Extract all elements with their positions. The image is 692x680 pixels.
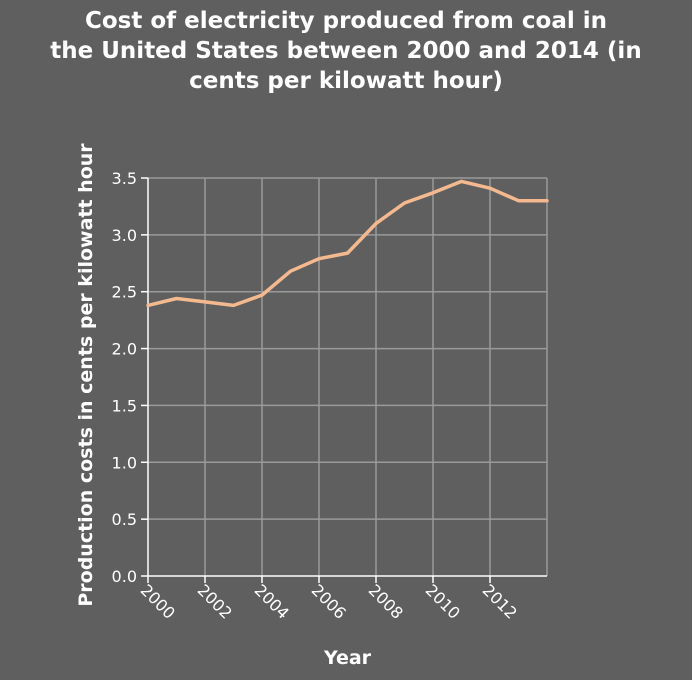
x-tick-label: 2008 bbox=[365, 581, 407, 623]
x-tick-label: 2004 bbox=[251, 581, 293, 623]
x-axis-label: Year bbox=[323, 647, 372, 669]
x-tick-label: 2012 bbox=[479, 581, 521, 623]
x-tick-label: 2010 bbox=[422, 581, 464, 623]
chart-title-line-1: Cost of electricity produced from coal i… bbox=[84, 8, 607, 34]
series-line bbox=[146, 179, 549, 308]
chart-title: Cost of electricity produced from coal i… bbox=[0, 6, 692, 96]
x-tick-label: 2006 bbox=[308, 581, 350, 623]
plot-area bbox=[148, 178, 547, 576]
y-tick-label: 2.5 bbox=[112, 283, 137, 302]
x-tick-label: 2000 bbox=[137, 581, 179, 623]
y-tick-label: 3.5 bbox=[112, 169, 137, 188]
series-layer bbox=[146, 179, 549, 308]
y-tick-label: 0.5 bbox=[112, 510, 137, 529]
axes bbox=[141, 177, 547, 583]
grid bbox=[148, 177, 548, 576]
chart-title-line-3: cents per kilowatt hour) bbox=[189, 68, 503, 94]
y-tick-label: 1.0 bbox=[112, 453, 137, 472]
chart-title-line-2: the United States between 2000 and 2014 … bbox=[50, 38, 642, 64]
y-axis-label: Production costs in cents per kilowatt h… bbox=[75, 143, 97, 607]
y-tick-label: 3.0 bbox=[112, 226, 137, 245]
y-tick-label: 0.0 bbox=[112, 567, 137, 586]
x-tick-label: 2002 bbox=[194, 581, 236, 623]
y-tick-label: 1.5 bbox=[112, 396, 137, 415]
y-tick-label: 2.0 bbox=[112, 340, 137, 359]
